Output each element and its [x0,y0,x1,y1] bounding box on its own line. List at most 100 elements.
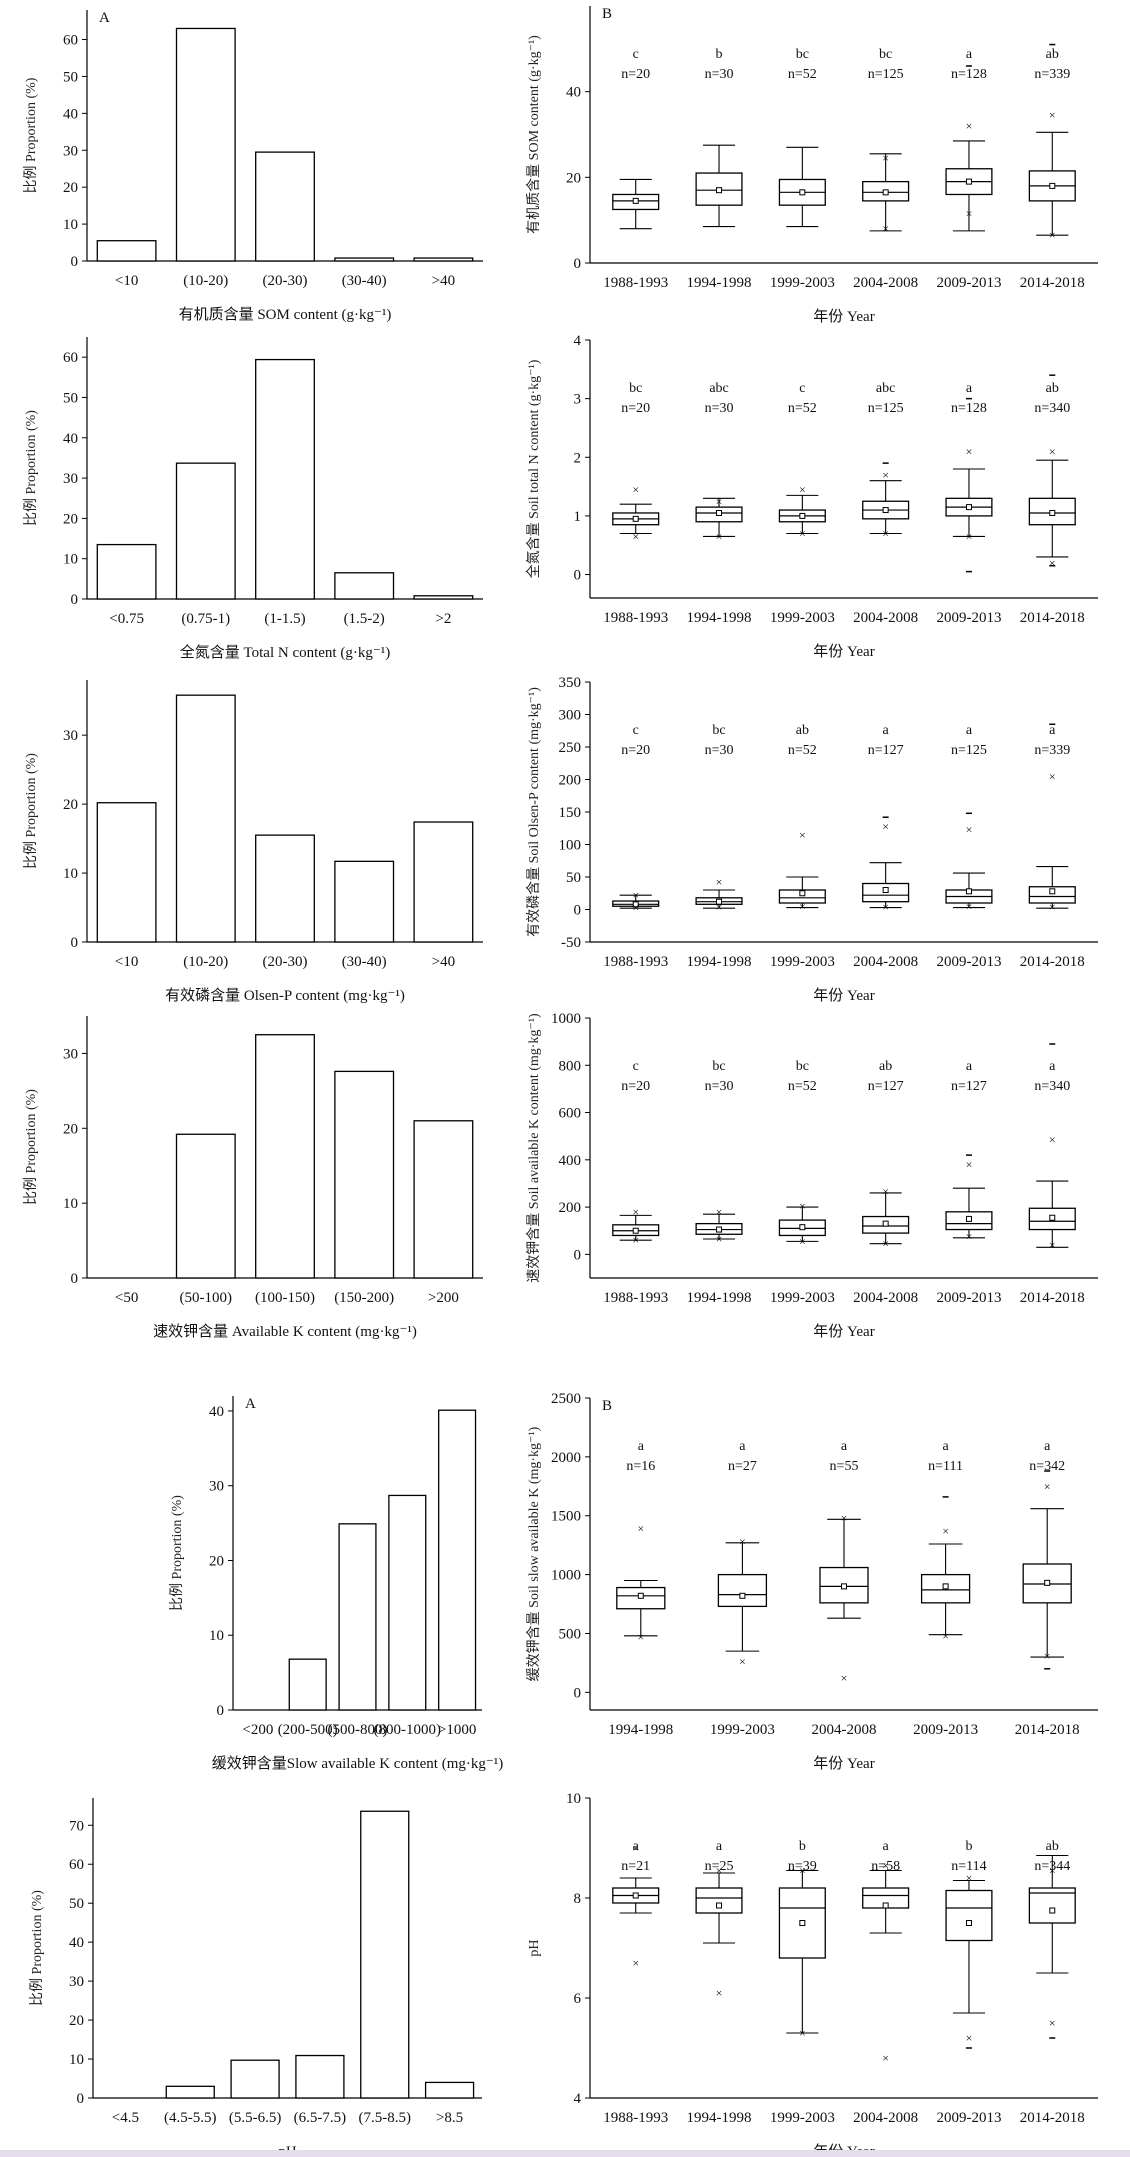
y-tick-label: 20 [566,170,581,186]
mean-marker [716,1226,723,1233]
significance-letter: ab [1046,1839,1059,1854]
y-tick-label: 50 [63,69,78,85]
significance-letter: bc [796,47,809,62]
outlier-marker: × [966,1871,973,1885]
y-tick-label: 0 [217,1703,225,1719]
y-tick-label: 200 [559,773,582,789]
y-tick-label: 8 [574,1891,582,1907]
y-tick-label: 4 [574,2091,582,2107]
sample-size-label: n=58 [871,1859,900,1874]
y-axis-label: 比例 Proportion (%) [23,410,39,526]
x-tick-label: 2004-2008 [853,1290,918,1306]
mean-marker [637,1592,644,1599]
mean-marker [716,898,723,905]
sample-size-label: n=20 [621,743,650,758]
y-tick-label: 3 [574,392,582,408]
x-tick-label: 1988-1993 [603,275,668,291]
x-tick-label: 2014-2018 [1020,954,1085,970]
x-tick-label: 2009-2013 [936,610,1001,626]
outlier-marker: × [882,900,889,914]
outlier-marker: × [632,1205,639,1219]
x-tick-label: (1.5-2) [344,611,385,627]
y-tick-label: 0 [574,1247,582,1263]
outlier-marker: × [966,2031,973,2045]
x-tick-label: (30-40) [342,273,387,289]
y-tick-label: 0 [71,1271,79,1287]
x-tick-label: 2009-2013 [936,275,1001,291]
outlier-marker: × [632,1956,639,1970]
bar [334,572,395,600]
outlier-marker: × [716,494,723,508]
outlier-marker: × [841,1671,848,1685]
outlier-marker: × [799,527,806,541]
x-axis-label: 年份 Year [813,1755,874,1772]
y-tick-label: 50 [566,870,581,886]
x-tick-label: <50 [115,1290,138,1306]
outlier-marker: × [1044,1479,1051,1493]
mean-marker [965,888,972,895]
x-tick-label: 1994-1998 [687,954,752,970]
sample-size-label: n=128 [951,67,987,82]
x-tick-label: (20-30) [263,273,308,289]
y-axis-label: 比例 Proportion (%) [169,1495,185,1611]
x-tick-label: 1988-1993 [603,954,668,970]
box [1028,497,1076,526]
x-tick-label: (10-20) [183,273,228,289]
y-tick-label: 0 [574,568,582,584]
sample-size-label: n=27 [728,1459,757,1474]
mean-marker [632,1227,639,1234]
bar [175,27,236,262]
bar [255,834,315,943]
significance-letter: abc [709,381,728,396]
bar [230,2059,280,2099]
bar [165,2085,215,2099]
sample-size-label: n=52 [788,67,817,82]
mean-marker [965,178,972,185]
x-tick-label: (0.75-1) [181,611,230,627]
mean-marker [965,1920,972,1926]
bar [96,543,157,600]
x-tick-label: >40 [432,954,455,970]
outlier-marker: × [966,1158,973,1172]
x-tick-label: 2009-2013 [913,1722,978,1738]
significance-letter: c [633,47,639,62]
outlier-marker: × [632,1841,639,1855]
box [1028,1887,1076,1924]
significance-letter: abc [876,381,895,396]
y-tick-label: 30 [63,1046,78,1062]
bar [175,694,236,943]
outlier-marker: × [966,1230,973,1244]
outlier-marker: × [882,151,889,165]
bar [175,462,236,600]
significance-letter: c [633,1059,639,1074]
y-tick-label: 1500 [551,1509,581,1525]
y-axis-label: 速效钾含量 Soil available K content (mg·kg⁻¹) [526,1013,542,1283]
x-tick-label: (30-40) [342,954,387,970]
outlier-marker: × [799,2026,806,2040]
y-tick-label: 4 [574,333,582,349]
bar [96,240,157,262]
y-tick-label: 0 [77,2091,85,2107]
outlier-marker: × [966,823,973,837]
sk-box-chart: 0 500 1000 1500 2000 2500 缓效钾含量 Soil slow avai… [526,1391,1098,1772]
significance-letter: a [883,1839,890,1854]
y-tick-label: 200 [559,1200,582,1216]
outlier-marker: × [966,529,973,543]
significance-letter: ab [1046,47,1059,62]
outlier-marker: × [632,888,639,902]
x-tick-label: 2004-2008 [853,275,918,291]
sample-size-label: n=55 [830,1459,859,1474]
box [945,1889,993,1942]
mean-marker [799,1224,806,1231]
y-tick-label: 10 [63,552,78,568]
significance-letter: b [799,1839,806,1854]
outlier-marker: × [1049,444,1056,458]
x-tick-label: <4.5 [112,2110,139,2126]
outlier-marker: × [882,2051,889,2065]
sample-size-label: n=127 [868,743,904,758]
outlier-marker: × [966,444,973,458]
x-tick-label: 1999-2003 [770,2110,835,2126]
y-tick-label: 20 [63,797,78,813]
outlier-marker: × [882,1859,889,1873]
